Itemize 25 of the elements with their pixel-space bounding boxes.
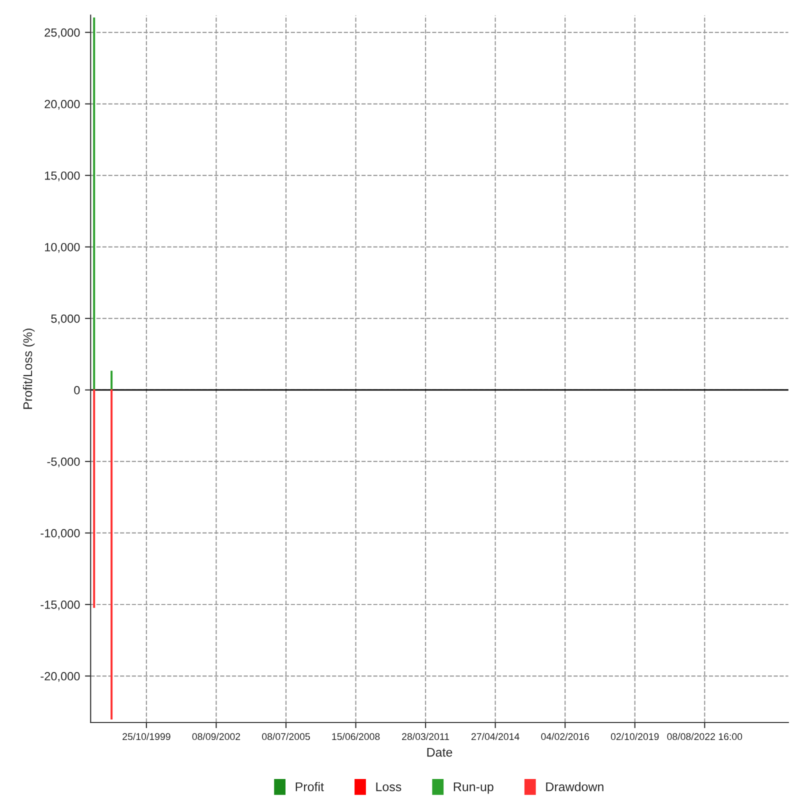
x-tick-label: 02/10/2019 (610, 732, 659, 740)
legend-label: Profit (296, 782, 324, 792)
y-tick-label: 20,000 (44, 100, 80, 110)
y-tick-label: 10,000 (45, 242, 80, 253)
x-tick-label: 28/03/2011 (402, 732, 450, 740)
x-tick-label: 08/07/2005 (262, 732, 310, 740)
x-axis-title: Date (427, 748, 452, 757)
y-tick-label: 15,000 (45, 171, 80, 182)
x-tick-label: 08/09/2002 (192, 732, 240, 740)
legend-label: Drawdown (546, 782, 604, 792)
x-tick-label: 08/08/2022 16:00 (667, 732, 742, 740)
y-tick-label: 5,000 (51, 314, 80, 324)
y-tick-label: -15,000 (40, 600, 80, 610)
y-tick-label: -20,000 (40, 672, 80, 682)
x-tick-label: 15/06/2008 (332, 732, 380, 740)
legend-label: Loss (376, 782, 402, 792)
legend-label: Run-up (454, 782, 494, 794)
y-axis-title: Profit/Loss (%) (22, 328, 35, 409)
x-tick-label: 27/04/2014 (471, 732, 520, 740)
y-tick-label: 25,000 (44, 28, 80, 38)
x-tick-label: 04/02/2016 (541, 732, 589, 740)
y-tick-label: -5,000 (47, 458, 80, 468)
y-tick-label: -10,000 (40, 529, 80, 539)
x-tick-label: 25/10/1999 (122, 732, 170, 740)
y-tick-label: 0 (74, 386, 80, 394)
